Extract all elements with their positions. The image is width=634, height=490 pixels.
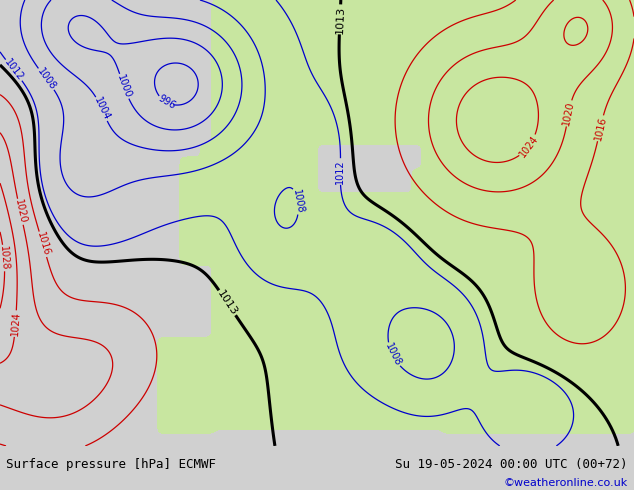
Text: 996: 996 — [157, 94, 178, 112]
Text: ©weatheronline.co.uk: ©weatheronline.co.uk — [503, 478, 628, 488]
Text: 1020: 1020 — [562, 100, 576, 126]
Text: 1008: 1008 — [290, 188, 305, 214]
Text: 1013: 1013 — [216, 288, 239, 317]
Text: 1024: 1024 — [517, 133, 540, 159]
Text: 1000: 1000 — [115, 73, 133, 99]
Text: Su 19-05-2024 00:00 UTC (00+72): Su 19-05-2024 00:00 UTC (00+72) — [395, 458, 628, 471]
Text: 1013: 1013 — [334, 5, 346, 34]
Text: 1028: 1028 — [0, 245, 10, 270]
Text: 1008: 1008 — [35, 66, 58, 92]
Text: 1012: 1012 — [335, 159, 346, 184]
Text: 1008: 1008 — [383, 342, 403, 368]
Text: Surface pressure [hPa] ECMWF: Surface pressure [hPa] ECMWF — [6, 458, 216, 471]
Text: 1024: 1024 — [10, 311, 22, 336]
Text: 1004: 1004 — [92, 96, 112, 122]
Text: 1016: 1016 — [593, 115, 608, 141]
Text: 1012: 1012 — [3, 57, 25, 83]
Text: 1016: 1016 — [35, 231, 51, 257]
Text: 1020: 1020 — [13, 198, 28, 225]
